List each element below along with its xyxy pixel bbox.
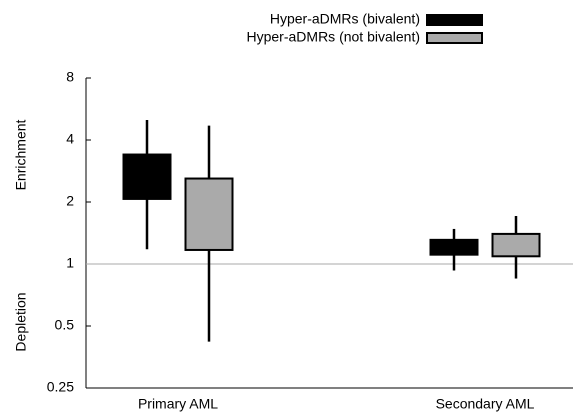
y-label-upper: Enrichment [13,119,29,190]
legend-swatch [426,14,483,26]
box [122,153,172,200]
x-tick-label: Secondary AML [436,396,535,412]
x-tick-label: Primary AML [138,396,218,412]
legend-swatch [426,32,483,44]
y-tick-label: 1 [66,255,74,271]
legend-label: Hyper-aDMRs (not bivalent) [247,29,421,45]
y-tick-label: 4 [66,131,74,147]
y-tick-label: 0.5 [55,317,75,333]
box [184,177,234,251]
box [429,238,479,256]
y-tick-label: 0.25 [47,379,74,395]
y-label-lower: Depletion [13,292,29,351]
box [491,232,541,258]
legend-label: Hyper-aDMRs (bivalent) [270,11,420,27]
y-tick-label: 8 [66,69,74,85]
y-tick-label: 2 [66,193,74,209]
